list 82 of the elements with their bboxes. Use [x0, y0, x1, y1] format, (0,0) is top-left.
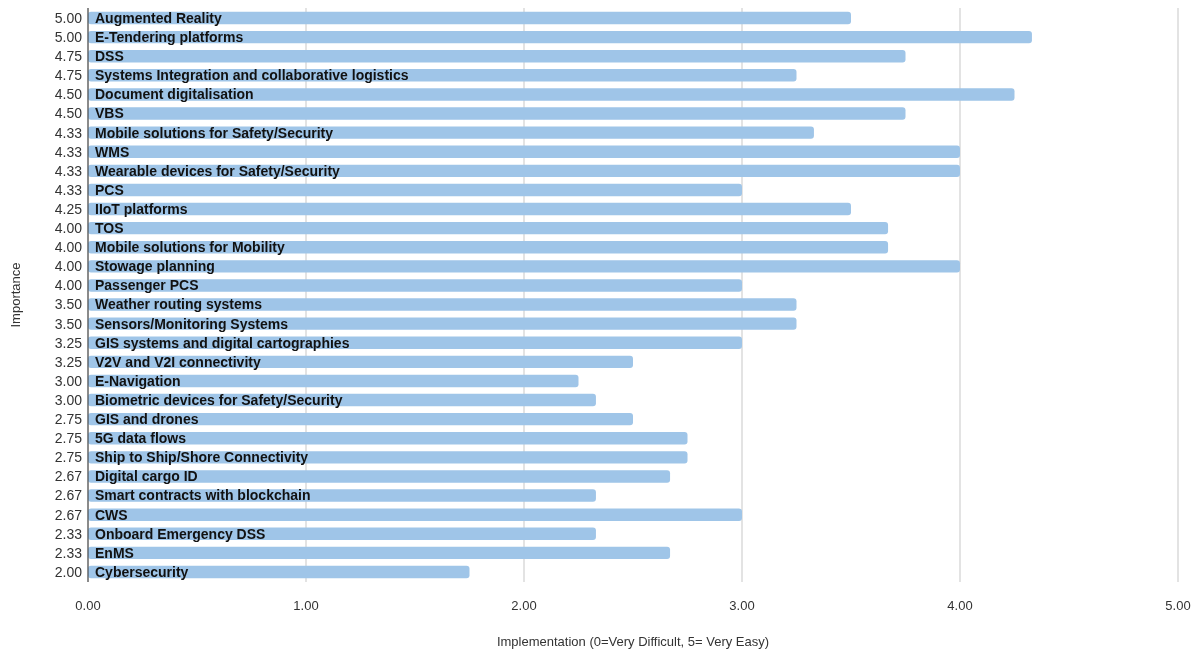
bar: [88, 221, 889, 235]
y-tick-label: 4.00: [54, 258, 83, 275]
annotation: Biometric devices for Safety/Security: [95, 391, 343, 408]
annotation: PCS: [95, 181, 124, 198]
y-tick-label: 4.25: [54, 200, 83, 217]
annotation: GIS and drones: [95, 411, 199, 428]
y-tick-label: 4.33: [54, 162, 83, 179]
y-tick-label: 4.50: [54, 86, 83, 103]
y-tick-label: 2.33: [54, 544, 83, 561]
y-tick-label: 3.50: [54, 296, 83, 313]
x-tick-label: 1.00: [293, 598, 319, 613]
y-tick-label: 2.00: [54, 563, 83, 580]
annotation: Ship to Ship/Shore Connectivity: [95, 449, 309, 466]
y-tick-label: 4.75: [54, 67, 83, 84]
y-tick-label: 2.67: [54, 506, 83, 523]
annotation: Mobile solutions for Mobility: [95, 239, 285, 256]
annotation: VBS: [95, 105, 124, 122]
y-tick-label: 4.75: [54, 48, 83, 65]
bar: [88, 508, 742, 521]
y-tick-label: 2.67: [54, 487, 83, 504]
bar: [88, 50, 906, 63]
bar: [88, 298, 797, 311]
annotation: Cybersecurity: [95, 563, 189, 580]
bar: [88, 546, 671, 560]
bar: [88, 145, 960, 158]
y-tick-label: 3.25: [54, 353, 83, 370]
annotation: Systems Integration and collaborative logistics: [95, 67, 409, 84]
bar: [88, 470, 671, 483]
y-tick-label: 4.33: [54, 181, 83, 198]
bar: [88, 279, 742, 292]
annotation: Onboard Emergency DSS: [95, 525, 266, 542]
annotation: E-Navigation: [95, 372, 181, 389]
x-axis-title: Implementation (0=Very Difficult, 5= Very Easy): [496, 634, 770, 649]
annotation: Passenger PCS: [95, 277, 199, 294]
annotation: TOS: [95, 220, 124, 237]
bar: [88, 202, 851, 216]
y-tick-label: 2.75: [54, 430, 83, 447]
y-tick-label: 2.75: [54, 411, 83, 428]
x-tick-label: 2.00: [511, 598, 537, 613]
annotation: 5G data flows: [95, 430, 187, 447]
y-tick-label: 4.00: [54, 239, 83, 256]
y-tick-label: 4.50: [54, 105, 83, 122]
annotation: Stowage planning: [95, 258, 215, 275]
annotation: V2V and V2I connectivity: [95, 353, 261, 370]
y-tick-label: 3.00: [54, 372, 83, 389]
bar: [88, 183, 742, 197]
y-tick-label: 3.25: [54, 334, 83, 351]
y-tick-label: 2.67: [54, 468, 83, 485]
bar: [88, 317, 797, 330]
y-tick-label: 5.00: [54, 29, 83, 46]
y-tick-label: 3.00: [54, 391, 83, 408]
x-tick-label: 3.00: [729, 598, 755, 613]
y-axis-title: Importance: [8, 262, 23, 328]
y-tick-label: 4.33: [54, 143, 83, 160]
annotation: Augmented Reality: [95, 9, 223, 26]
y-tick-label: 5.00: [54, 9, 83, 26]
annotation: Smart contracts with blockchain: [95, 487, 311, 504]
y-tick-label: 4.00: [54, 277, 83, 294]
x-tick-label: 5.00: [1165, 598, 1191, 613]
y-tick-label: 4.33: [54, 124, 83, 141]
annotation: Wearable devices for Safety/Security: [95, 162, 341, 179]
annotation: Weather routing systems: [95, 296, 263, 313]
y-tick-label: 3.50: [54, 315, 83, 332]
annotation: Mobile solutions for Safety/Security: [95, 124, 334, 141]
bar: [88, 107, 906, 120]
y-tick-label: 4.00: [54, 220, 83, 237]
annotation: EnMS: [95, 544, 134, 561]
bar: [88, 260, 960, 273]
annotation: E-Tendering platforms: [95, 29, 244, 46]
annotation: CWS: [95, 506, 128, 523]
annotation: IIoT platforms: [95, 200, 188, 217]
annotation: GIS systems and digital cartographies: [95, 334, 350, 351]
bar: [88, 88, 1015, 101]
annotation: Document digitalisation: [95, 86, 254, 103]
y-tick-label: 2.75: [54, 449, 83, 466]
annotation: Sensors/Monitoring Systems: [95, 315, 289, 332]
annotation: WMS: [95, 143, 130, 160]
y-tick-label: 2.33: [54, 525, 83, 542]
x-tick-label: 4.00: [947, 598, 973, 613]
x-tick-label: 0.00: [75, 598, 101, 613]
annotation: DSS: [95, 48, 124, 65]
annotation: Digital cargo ID: [95, 468, 198, 485]
